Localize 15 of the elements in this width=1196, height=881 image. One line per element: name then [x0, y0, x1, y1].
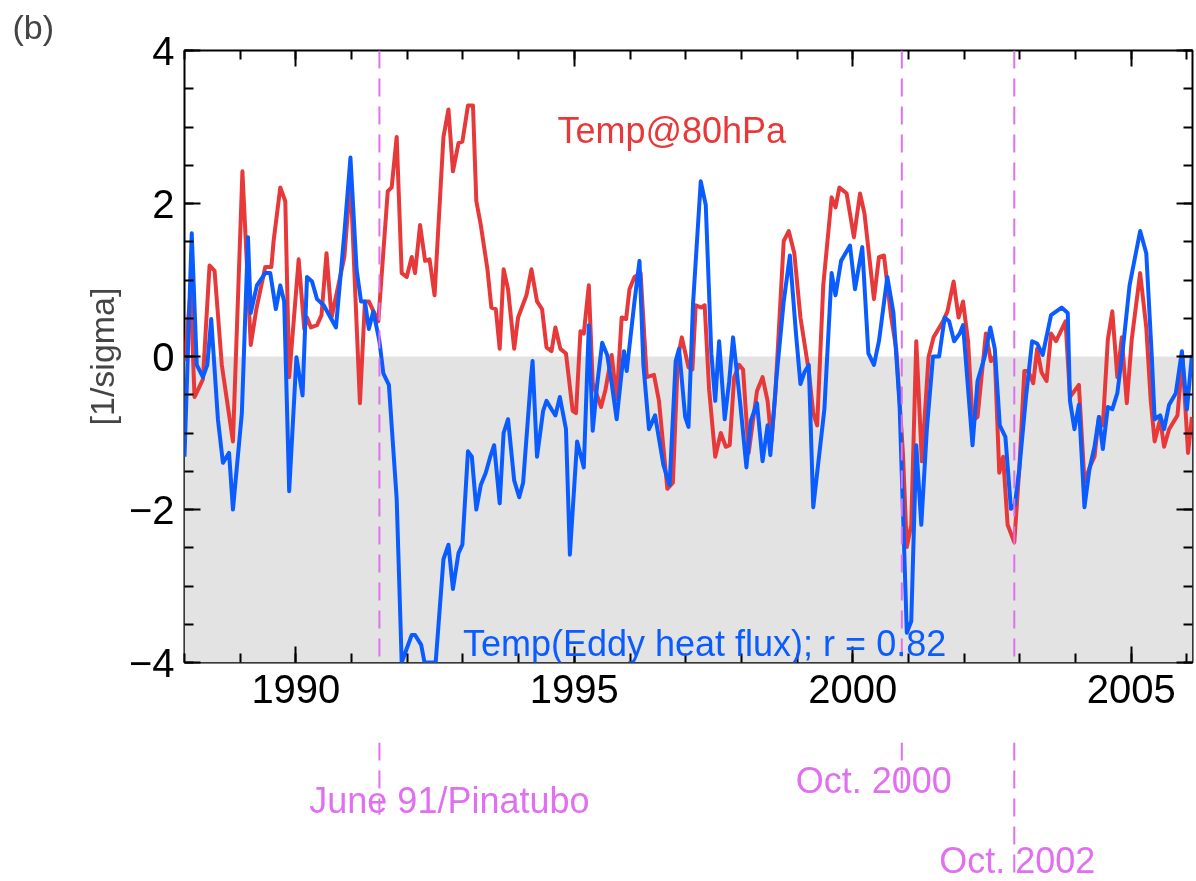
text: (b) [12, 7, 55, 46]
x-tick-label: 1995 [529, 666, 619, 711]
x-tick-label: 2000 [808, 666, 898, 711]
ref-line-label: Oct. 2002 [939, 840, 1096, 881]
y-tick-label: 0 [152, 334, 175, 379]
series-label: Temp@80hPa [557, 110, 788, 152]
y-tick-label: −4 [128, 640, 175, 685]
ref-line-label: June 91/Pinatubo [309, 780, 590, 822]
x-tick-label: 2005 [1086, 666, 1176, 711]
y-tick-label: 2 [152, 181, 175, 226]
x-tick-label: 1990 [251, 666, 341, 711]
ref-line-label: Oct. 2000 [795, 759, 952, 801]
y-axis-title: [1/sigma] [82, 287, 121, 426]
y-tick-label: 4 [152, 28, 175, 73]
y-tick-label: −2 [128, 487, 175, 532]
